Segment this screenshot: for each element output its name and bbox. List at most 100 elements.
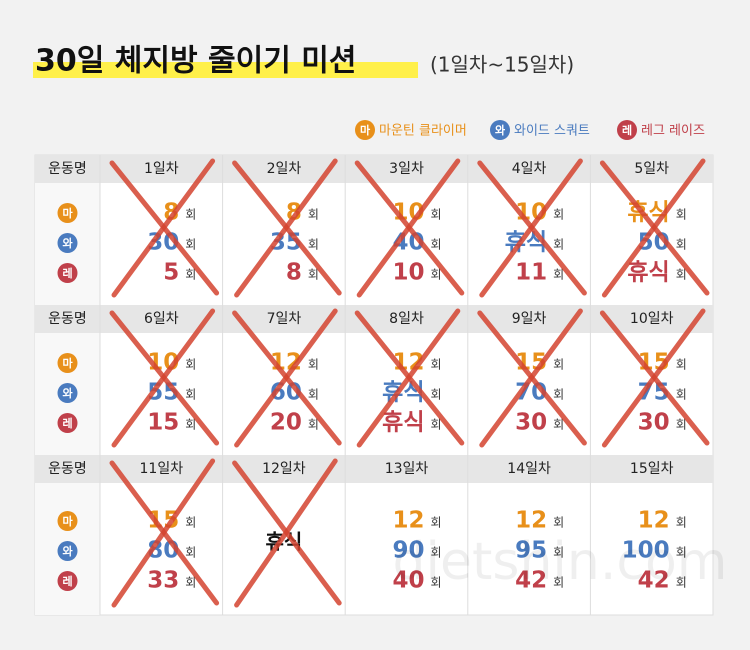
exercise-icon: [57, 541, 78, 561]
item-unit: 회: [185, 576, 196, 590]
day-label: 2일차: [267, 161, 302, 177]
item-value: 15: [147, 410, 179, 436]
item-unit: 회: [553, 418, 564, 432]
title-highlight: [33, 62, 418, 78]
day-label: 1일차: [144, 161, 179, 177]
done-cross: [356, 308, 461, 448]
item-unit: 회: [431, 388, 442, 402]
item-value: 42: [638, 568, 670, 594]
item-unit: 회: [676, 268, 687, 282]
item-unit: 회: [676, 238, 687, 252]
header-row: [35, 155, 713, 183]
done-cross: [234, 308, 338, 448]
done-cross: [479, 158, 583, 298]
exercise-icon: [57, 263, 78, 283]
title: 30일 체지방 줄이기 미션: [35, 44, 356, 79]
item-value: 휴식: [627, 260, 669, 286]
header-row: [35, 455, 713, 483]
item-value: 95: [515, 538, 547, 564]
item-value: 40: [392, 568, 424, 594]
item-unit: 회: [185, 388, 196, 402]
done-cross: [111, 308, 216, 448]
exercise-icon: [57, 511, 78, 531]
day-label: 9일차: [512, 311, 547, 327]
day-label: 8일차: [389, 311, 424, 327]
row-header: 운동명: [48, 311, 87, 327]
item-unit: 회: [308, 208, 319, 222]
day-label: 7일차: [267, 311, 302, 327]
item-value: 30: [515, 410, 547, 436]
legend-label: 와이드 스쿼트: [514, 124, 590, 139]
exercise-icon-text: 레: [62, 574, 72, 588]
item-value: 12: [638, 508, 670, 534]
item-unit: 회: [553, 238, 564, 252]
item-unit: 회: [431, 268, 442, 282]
item-unit: 회: [308, 238, 319, 252]
exercise-icon: [57, 233, 78, 253]
legend-label: 레그 레이즈: [641, 124, 705, 139]
done-cross: [601, 158, 706, 298]
item-unit: 회: [185, 238, 196, 252]
legend-icon: [490, 120, 510, 140]
item-unit: 회: [553, 268, 564, 282]
item-value: 12: [515, 508, 547, 534]
row-header: 운동명: [48, 161, 87, 177]
legend-icon-text: 마: [360, 123, 371, 137]
exercise-icon-text: 와: [62, 236, 72, 250]
item-unit: 회: [431, 516, 442, 530]
item-unit: 회: [676, 208, 687, 222]
legend-icon-text: 레: [622, 123, 632, 137]
exercise-icon-text: 마: [62, 514, 73, 528]
exercise-icon-text: 마: [62, 356, 73, 370]
day-label: 5일차: [634, 161, 669, 177]
item-value: 33: [147, 568, 179, 594]
day-label: 6일차: [144, 311, 179, 327]
day-label: 13일차: [385, 461, 429, 477]
legend-icon: [355, 120, 375, 140]
item-unit: 회: [308, 388, 319, 402]
item-unit: 회: [553, 546, 564, 560]
day-label: 3일차: [389, 161, 424, 177]
item-value: 100: [622, 538, 670, 564]
done-cross: [479, 308, 583, 448]
item-unit: 회: [308, 268, 319, 282]
exercise-icon: [57, 571, 78, 591]
exercise-icon-text: 레: [62, 266, 72, 280]
item-unit: 회: [553, 576, 564, 590]
item-unit: 회: [553, 208, 564, 222]
item-unit: 회: [431, 418, 442, 432]
item-unit: 회: [185, 208, 196, 222]
day-label: 4일차: [512, 161, 547, 177]
item-value: 8: [286, 260, 302, 286]
exercise-icon: [57, 353, 78, 373]
item-unit: 회: [553, 358, 564, 372]
item-value: 10: [392, 260, 424, 286]
done-cross: [601, 308, 706, 448]
exercise-icon: [57, 383, 78, 403]
item-unit: 회: [676, 418, 687, 432]
done-cross: [356, 158, 461, 298]
exercise-icon-text: 레: [62, 416, 72, 430]
item-unit: 회: [185, 546, 196, 560]
item-unit: 회: [431, 208, 442, 222]
table: [34, 154, 714, 616]
day-label: 10일차: [630, 311, 674, 327]
item-unit: 회: [185, 358, 196, 372]
day-label: 15일차: [630, 461, 674, 477]
item-unit: 회: [676, 388, 687, 402]
item-unit: 회: [431, 358, 442, 372]
day-label: 12일차: [262, 461, 306, 477]
day-label: 11일차: [140, 461, 184, 477]
item-unit: 회: [553, 516, 564, 530]
item-unit: 회: [185, 418, 196, 432]
exercise-icon: [57, 413, 78, 433]
item-unit: 회: [308, 418, 319, 432]
item-value: 11: [515, 260, 547, 286]
item-unit: 회: [553, 388, 564, 402]
legend-icon: [617, 120, 637, 140]
done-cross: [111, 158, 216, 298]
done-cross: [234, 458, 338, 608]
legend-icon-text: 와: [495, 123, 505, 137]
header-row: [35, 305, 713, 333]
